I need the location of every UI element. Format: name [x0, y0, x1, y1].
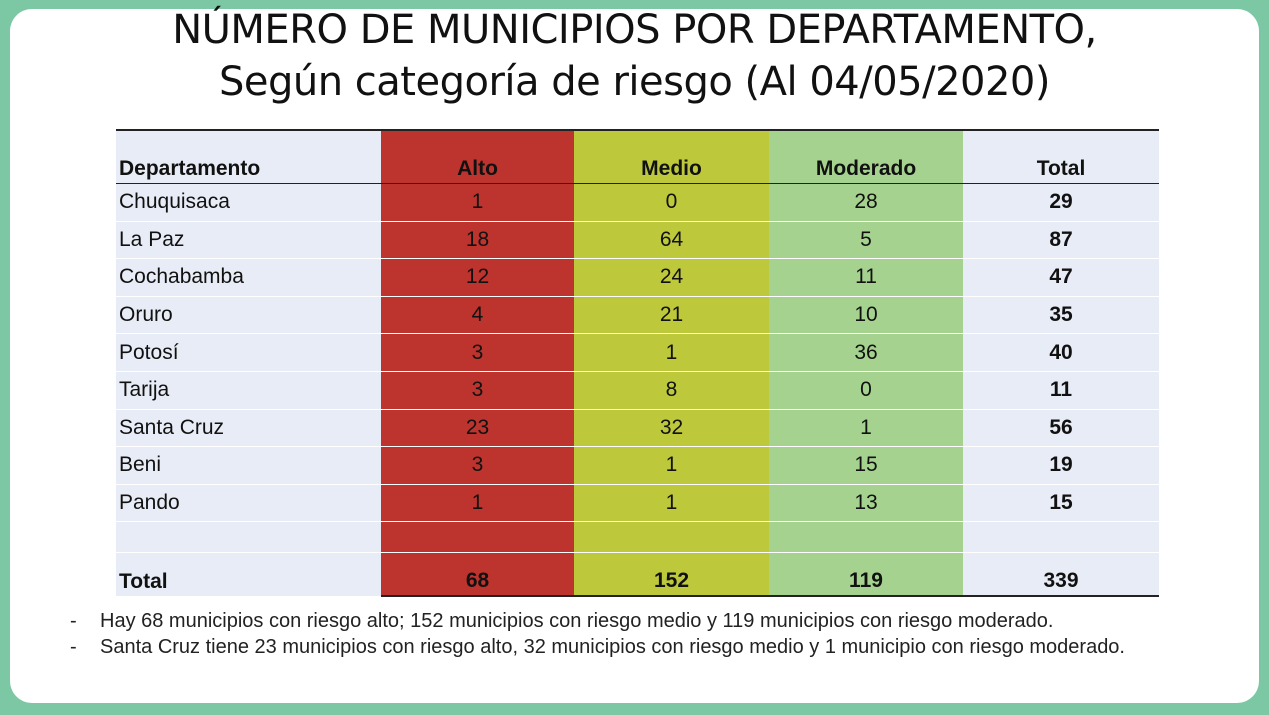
cell-alto: 3 [381, 333, 574, 372]
cell-alto: 1 [381, 183, 574, 222]
table-row: Oruro 4 21 10 35 [116, 296, 1159, 335]
cell-alto: 3 [381, 371, 574, 410]
table-row: Santa Cruz 23 32 1 56 [116, 409, 1159, 448]
spacer-cell [769, 521, 963, 554]
bullet-dash: - [70, 610, 77, 632]
total-label: Total [116, 552, 381, 597]
total-total: 339 [963, 552, 1159, 598]
cell-total: 19 [963, 446, 1159, 485]
note-text: Santa Cruz tiene 23 municipios con riesg… [100, 636, 1125, 658]
cell-alto: 12 [381, 258, 574, 297]
cell-departamento: Oruro [116, 296, 381, 335]
cell-medio: 64 [574, 221, 769, 260]
table-row: La Paz 18 64 5 87 [116, 221, 1159, 260]
cell-moderado: 36 [769, 333, 963, 372]
title-line-1: NÚMERO DE MUNICIPIOS POR DEPARTAMENTO, [172, 7, 1097, 53]
cell-moderado: 28 [769, 183, 963, 222]
cell-medio: 21 [574, 296, 769, 335]
cell-departamento: Chuquisaca [116, 183, 381, 222]
cell-medio: 0 [574, 183, 769, 222]
cell-moderado: 5 [769, 221, 963, 260]
spacer-row [116, 521, 1159, 554]
table-row: Beni 3 1 15 19 [116, 446, 1159, 485]
cell-alto: 3 [381, 446, 574, 485]
cell-alto: 1 [381, 484, 574, 523]
cell-departamento: Pando [116, 484, 381, 523]
cell-total: 56 [963, 409, 1159, 448]
note-text: Hay 68 municipios con riesgo alto; 152 m… [100, 610, 1054, 632]
cell-departamento: Beni [116, 446, 381, 485]
total-alto: 68 [381, 552, 574, 598]
table-row: Potosí 3 1 36 40 [116, 333, 1159, 372]
cell-medio: 1 [574, 333, 769, 372]
cell-medio: 32 [574, 409, 769, 448]
cell-moderado: 10 [769, 296, 963, 335]
table-body: Chuquisaca 1 0 28 29 La Paz 18 64 5 87 Cochabamba 1… [116, 183, 1159, 598]
cell-medio: 1 [574, 484, 769, 523]
cell-total: 40 [963, 333, 1159, 372]
table-row: Tarija 3 8 0 11 [116, 371, 1159, 410]
total-moderado: 119 [769, 552, 963, 598]
cell-departamento: La Paz [116, 221, 381, 260]
cell-departamento: Tarija [116, 371, 381, 410]
header-moderado: Moderado [769, 130, 963, 184]
note-item: - Santa Cruz tiene 23 municipios con rie… [70, 634, 1230, 660]
title-line-2: Según categoría de riesgo (Al 04/05/2020… [218, 59, 1051, 105]
spacer-cell [116, 521, 381, 554]
cell-medio: 8 [574, 371, 769, 410]
cell-total: 29 [963, 183, 1159, 222]
cell-departamento: Potosí [116, 333, 381, 372]
cell-alto: 4 [381, 296, 574, 335]
note-item: - Hay 68 municipios con riesgo alto; 152… [70, 608, 1230, 634]
cell-departamento: Santa Cruz [116, 409, 381, 448]
total-medio: 152 [574, 552, 769, 598]
cell-total: 35 [963, 296, 1159, 335]
cell-moderado: 13 [769, 484, 963, 523]
cell-medio: 1 [574, 446, 769, 485]
header-medio: Medio [574, 130, 769, 184]
cell-departamento: Cochabamba [116, 258, 381, 297]
spacer-cell [963, 521, 1159, 554]
table-row: Chuquisaca 1 0 28 29 [116, 183, 1159, 222]
cell-alto: 18 [381, 221, 574, 260]
table-header-row: Departamento Alto Medio Moderado Total [116, 130, 1159, 184]
table-total-row: Total 68 152 119 339 [116, 552, 1159, 598]
cell-total: 47 [963, 258, 1159, 297]
cell-moderado: 0 [769, 371, 963, 410]
cell-moderado: 15 [769, 446, 963, 485]
table-row: Cochabamba 12 24 11 47 [116, 258, 1159, 297]
municipios-table: Departamento Alto Medio Moderado Total C… [116, 129, 1159, 598]
spacer-cell [574, 521, 769, 554]
notes-list: - Hay 68 municipios con riesgo alto; 152… [70, 608, 1230, 660]
cell-moderado: 1 [769, 409, 963, 448]
cell-total: 15 [963, 484, 1159, 523]
header-alto: Alto [381, 130, 574, 184]
slide-title: NÚMERO DE MUNICIPIOS POR DEPARTAMENTO, S… [0, 4, 1269, 108]
header-departamento: Departamento [116, 130, 381, 184]
cell-moderado: 11 [769, 258, 963, 297]
cell-total: 87 [963, 221, 1159, 260]
spacer-cell [381, 521, 574, 554]
header-total: Total [963, 130, 1159, 184]
cell-total: 11 [963, 371, 1159, 410]
table-row: Pando 1 1 13 15 [116, 484, 1159, 523]
cell-alto: 23 [381, 409, 574, 448]
cell-medio: 24 [574, 258, 769, 297]
bullet-dash: - [70, 636, 77, 658]
